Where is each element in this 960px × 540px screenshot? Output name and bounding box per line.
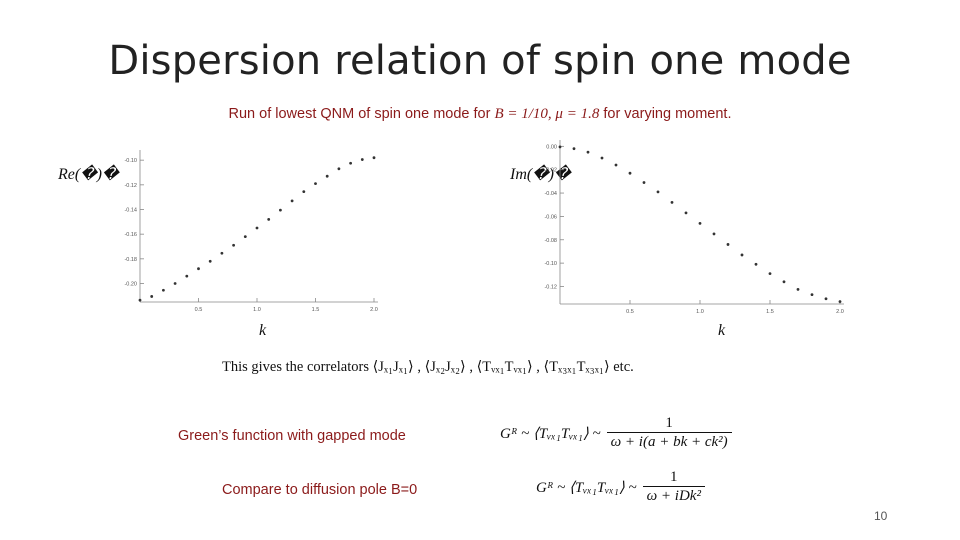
chart-re-xtick-label: 1.5 [312,307,320,313]
chart-re-point [290,199,294,203]
correlators-line: This gives the correlators ⟨Jₓ₁Jₓ₁⟩ , ⟨J… [222,359,634,375]
chart-re-point [162,288,165,292]
chart-im-point [712,232,716,236]
chart-re-xtick-label: 2.0 [370,307,378,313]
chart-re-ytick-label: -0.16 [124,232,137,238]
subtitle-math: B = 1/10, μ = 1.8 [494,106,600,122]
chart-im-point [754,262,758,266]
chart-im-ytick-label: -0.08 [544,238,557,244]
gapped-denominator: ω + i(a + bk + ck²) [606,432,732,451]
chart-im-point [740,253,744,257]
diffusion-denominator: ω + iDk² [642,486,705,505]
chart-re-point [325,174,329,178]
chart-im-point [614,163,618,167]
diffusion-formula: Gᴿ ~ ⟨Tᵥₓ₁Tᵥₓ₁⟩ ~ 1 ω + iDk² [536,466,705,508]
chart-im-point [838,300,842,304]
chart-re-point [220,251,224,255]
chart-re-point [337,167,341,171]
chart-im-xtick-label: 1.5 [766,309,774,315]
chart-im-point [768,272,772,276]
diffusion-fraction: 1 ω + iDk² [642,469,705,505]
chart-im-point [810,293,814,297]
chart-re-point [138,298,142,302]
subtitle-suffix: for varying moment. [599,106,732,122]
chart-re-xtick-label: 0.5 [195,307,203,313]
gapped-formula-lhs: Gᴿ ~ ⟨Tᵥₓ₁Tᵥₓ₁⟩ ~ [500,425,601,442]
chart-re-ylabel: Re(�)� [58,166,119,183]
chart-im-point [586,150,590,154]
chart-im-point [656,190,660,194]
chart-im-ytick-label: -0.02 [544,168,557,174]
chart-re-point [197,267,200,271]
chart-re-point [314,182,317,185]
gapped-mode-label: Green’s function with gapped mode [178,428,406,444]
gapped-fraction: 1 ω + i(a + bk + ck²) [606,415,732,451]
chart-im-ytick-label: -0.10 [544,261,557,267]
chart-re-plot: -0.10 -0.12 -0.14 -0.16 -0.18 -0.20 0.5 1.0 1.5 2… [124,150,378,313]
chart-im-xtick-label: 2.0 [836,309,844,315]
chart-im-point [726,243,730,246]
diffusion-numerator: 1 [670,469,678,485]
chart-im-point [558,145,562,149]
chart-re-point [302,190,306,194]
chart-im-point [698,222,702,225]
chart-im-point [600,156,604,160]
chart-im-point [796,288,800,291]
chart-re-point [255,226,259,230]
chart-re-ytick-label: -0.14 [124,208,137,214]
chart-re-point [243,235,247,239]
chart-re-point [208,259,212,263]
chart-im-point [670,200,674,204]
chart-im-ytick-label: 0.00 [546,144,557,150]
subtitle-prefix: Run of lowest QNM of spin one mode for [228,106,495,122]
chart-re-point [185,274,189,278]
chart-im-plot: 0.00 -0.02 -0.04 -0.06 -0.08 -0.10 -0.12 0.5 1.0… [544,140,844,315]
chart-im-point [782,280,786,284]
chart-im-ytick-label: -0.06 [544,214,557,220]
chart-re-point [279,208,282,212]
chart-im-xtick-label: 1.0 [696,309,704,315]
page-number: 10 [874,509,888,523]
chart-re-ytick-label: -0.18 [124,257,137,263]
slide-subtitle: Run of lowest QNM of spin one mode for B… [0,106,960,123]
chart-im-point [642,181,646,184]
chart-re-point [267,217,271,221]
chart-im-point [628,171,632,175]
chart-re-point [360,158,364,161]
gapped-numerator: 1 [665,415,673,431]
slide-title: Dispersion relation of spin one mode [108,38,852,84]
chart-re-ytick-label: -0.12 [124,183,137,189]
chart-im-ytick-label: -0.04 [544,191,557,197]
chart-re-xlabel: k [259,322,267,339]
chart-re-ytick-label: -0.20 [124,282,137,288]
chart-im-xtick-label: 0.5 [626,309,634,315]
chart-re-xtick-label: 1.0 [253,307,261,313]
chart-re-ytick-label: -0.10 [124,158,137,164]
chart-im-point [684,211,688,215]
diffusion-formula-lhs: Gᴿ ~ ⟨Tᵥₓ₁Tᵥₓ₁⟩ ~ [536,479,637,496]
chart-im-xlabel: k [718,322,726,339]
chart-re-point [150,295,154,298]
chart-re-point [372,156,376,160]
gapped-formula: Gᴿ ~ ⟨Tᵥₓ₁Tᵥₓ₁⟩ ~ 1 ω + i(a + bk + ck²) [500,412,732,454]
chart-re-point [349,161,352,165]
chart-im-ytick-label: -0.12 [544,284,557,290]
diffusion-label: Compare to diffusion pole B=0 [222,482,418,498]
chart-im-point [572,147,576,151]
chart-im-point [824,297,828,301]
chart-im-ylabel: Im(�)� [510,166,571,183]
chart-re-point [232,243,236,247]
chart-re-point [173,282,177,285]
